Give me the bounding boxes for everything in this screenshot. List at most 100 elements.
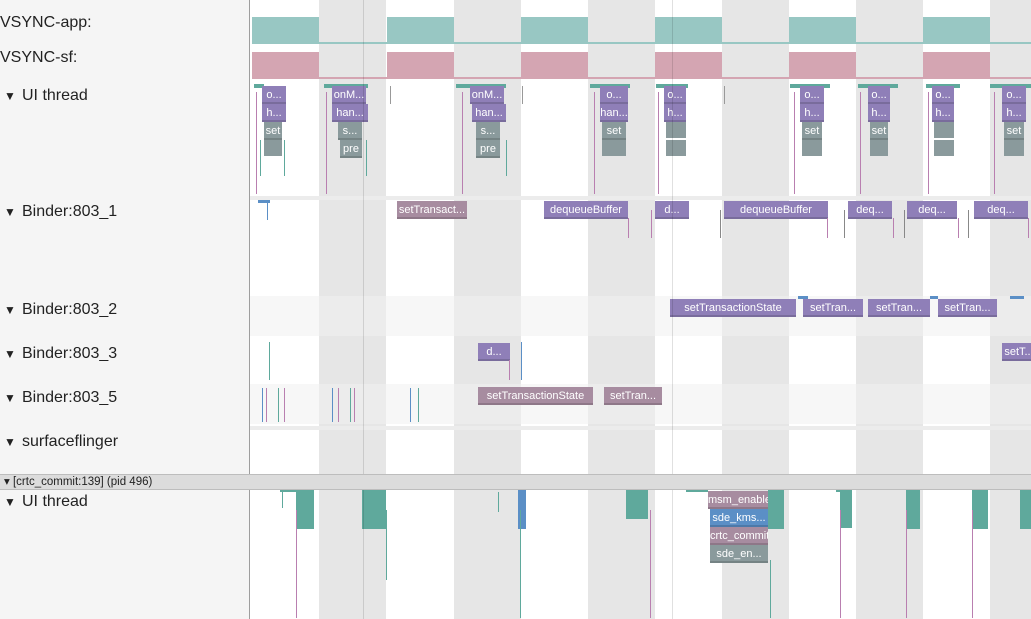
expand-arrow-icon[interactable]: ▼ <box>4 435 16 449</box>
ui-slice[interactable]: onM... <box>332 86 366 104</box>
tick-line <box>968 210 969 238</box>
expand-arrow-icon[interactable]: ▼ <box>4 495 16 509</box>
expand-arrow-icon[interactable]: ▼ <box>4 89 16 103</box>
track-label-surfaceflinger[interactable]: ▼ surfaceflinger <box>0 430 118 454</box>
slice-sliver[interactable] <box>934 140 954 156</box>
binder-slice[interactable]: setTran... <box>938 299 997 317</box>
slice-sliver[interactable] <box>930 296 938 299</box>
slice-sliver[interactable] <box>626 489 648 519</box>
binder-slice[interactable]: setTransactionState <box>478 387 593 405</box>
ui-slice[interactable]: set <box>602 122 626 140</box>
track-label-ui-thread-2[interactable]: ▼ UI thread <box>0 490 88 514</box>
crtc-slice[interactable]: sde_kms... <box>710 509 768 527</box>
slice-sliver[interactable] <box>280 489 296 492</box>
binder-slice[interactable]: setTran... <box>868 299 930 317</box>
ui-slice[interactable]: pre <box>476 140 500 158</box>
binder-slice[interactable]: d... <box>655 201 689 219</box>
ui-slice[interactable]: han... <box>472 104 506 122</box>
track-label-vsync-app: VSYNC-app: <box>0 11 92 35</box>
ui-slice[interactable]: set <box>870 122 888 140</box>
ui-slice[interactable]: h... <box>932 104 954 122</box>
slice-sliver[interactable] <box>1020 489 1031 529</box>
slice-sliver[interactable] <box>666 122 686 138</box>
timeline-area[interactable]: o... h... set onM... han... s... pre onM… <box>250 0 1031 619</box>
vsync-sf-pulse <box>521 52 588 78</box>
binder-slice[interactable]: deq... <box>974 201 1028 219</box>
slice-sliver[interactable] <box>518 489 526 529</box>
slice-sliver[interactable] <box>254 84 264 88</box>
slice-sliver[interactable] <box>264 140 282 156</box>
track-label-binder-803-3[interactable]: ▼ Binder:803_3 <box>0 342 117 366</box>
slice-sliver[interactable] <box>362 489 386 529</box>
track-label-binder-803-5[interactable]: ▼ Binder:803_5 <box>0 386 117 410</box>
ui-slice[interactable]: pre <box>340 140 362 158</box>
process-header[interactable]: ▾ [crtc_commit:139] (pid 496) <box>0 474 1031 490</box>
binder-slice[interactable]: deq... <box>907 201 957 219</box>
ui-slice[interactable]: han... <box>600 104 628 122</box>
slice-sliver[interactable] <box>1010 296 1024 299</box>
ui-slice[interactable]: s... <box>476 122 500 140</box>
slice-sliver[interactable] <box>296 489 314 529</box>
binder-slice[interactable]: setT... <box>1002 343 1031 361</box>
track-label-panel: VSYNC-app: VSYNC-sf: ▼ UI thread ▼ Binder:… <box>0 0 249 619</box>
ui-slice[interactable]: onM... <box>470 86 504 104</box>
tick-line <box>827 218 828 238</box>
ui-slice[interactable]: set <box>1004 122 1024 140</box>
expand-arrow-icon[interactable]: ▼ <box>4 347 16 361</box>
slice-sliver[interactable] <box>798 296 808 299</box>
binder-slice[interactable]: dequeueBuffer <box>544 201 628 219</box>
slice-sliver[interactable] <box>1004 140 1024 156</box>
ui-slice[interactable]: h... <box>868 104 890 122</box>
ui-slice[interactable]: o... <box>664 86 686 104</box>
panel-divider[interactable] <box>249 0 250 619</box>
slice-sliver[interactable] <box>666 140 686 156</box>
binder-slice[interactable]: setTran... <box>803 299 863 317</box>
ui-slice[interactable]: o... <box>1002 86 1026 104</box>
expand-arrow-icon[interactable]: ▼ <box>4 391 16 405</box>
slice-sliver[interactable] <box>836 489 852 492</box>
binder-slice[interactable]: setTransactionState <box>670 299 796 317</box>
ui-slice[interactable]: o... <box>800 86 824 104</box>
slice-sliver[interactable] <box>870 140 888 156</box>
slice-sliver[interactable] <box>802 140 822 156</box>
ui-slice[interactable]: set <box>802 122 822 140</box>
tick-line <box>906 510 907 618</box>
crtc-slice[interactable]: msm_enable <box>708 491 768 509</box>
tick-line <box>972 510 973 618</box>
slice-sliver[interactable] <box>972 489 988 529</box>
expand-arrow-icon[interactable]: ▼ <box>4 303 16 317</box>
ui-slice[interactable]: o... <box>868 86 890 104</box>
slice-sliver[interactable] <box>258 200 270 203</box>
ui-slice[interactable]: h... <box>1002 104 1026 122</box>
track-label-vsync-sf: VSYNC-sf: <box>0 46 77 70</box>
slice-sliver[interactable] <box>768 489 784 529</box>
track-label-binder-803-1[interactable]: ▼ Binder:803_1 <box>0 200 117 224</box>
ui-slice[interactable]: s... <box>338 122 362 140</box>
slice-sliver[interactable] <box>686 489 708 492</box>
ui-slice[interactable]: han... <box>332 104 368 122</box>
slice-sliver[interactable] <box>602 140 626 156</box>
ui-slice[interactable]: o... <box>600 86 628 104</box>
expand-arrow-icon[interactable]: ▼ <box>4 205 16 219</box>
ui-slice[interactable]: h... <box>262 104 286 122</box>
ui-slice[interactable]: h... <box>664 104 686 122</box>
binder-slice[interactable]: deq... <box>848 201 892 219</box>
binder-slice[interactable]: setTran... <box>604 387 662 405</box>
slice-sliver[interactable] <box>840 492 852 528</box>
binder-slice[interactable]: d... <box>478 343 510 361</box>
slice-sliver[interactable] <box>934 122 954 138</box>
collapse-arrow-icon[interactable]: ▾ <box>4 476 10 488</box>
track-label-binder-803-2[interactable]: ▼ Binder:803_2 <box>0 298 117 322</box>
slice-sliver[interactable] <box>906 489 920 529</box>
ui-slice[interactable]: o... <box>262 86 286 104</box>
ui-slice[interactable]: h... <box>800 104 824 122</box>
track-label-ui-thread[interactable]: ▼ UI thread <box>0 84 88 108</box>
crtc-slice[interactable]: sde_en... <box>710 545 768 563</box>
crtc-slice[interactable]: crtc_commit <box>710 527 768 545</box>
tick-line <box>506 140 507 176</box>
ui-slice[interactable]: set <box>264 122 282 140</box>
tick-line <box>266 388 267 422</box>
binder-slice[interactable]: setTransact... <box>397 201 467 219</box>
binder-slice[interactable]: dequeueBuffer <box>724 201 828 219</box>
ui-slice[interactable]: o... <box>932 86 954 104</box>
